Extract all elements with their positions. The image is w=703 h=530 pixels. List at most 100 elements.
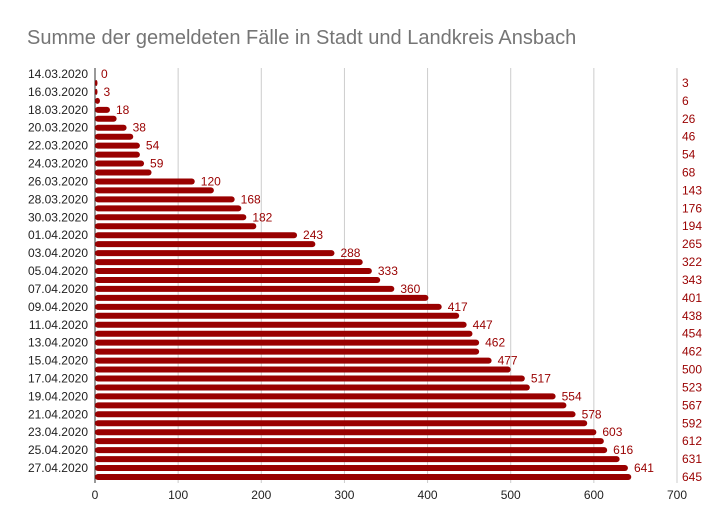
y-tick-label: 05.04.2020: [28, 264, 88, 278]
data-label: 523: [682, 380, 702, 394]
bar: [95, 97, 100, 104]
data-label: 68: [682, 166, 696, 180]
bar: [95, 88, 98, 95]
bar: [95, 474, 632, 480]
data-label: 567: [682, 398, 702, 412]
data-label: 120: [201, 174, 221, 188]
bar: [95, 241, 316, 248]
chart-title: Summe der gemeldeten Fälle in Stadt und …: [27, 27, 577, 49]
data-label: 143: [682, 183, 702, 197]
x-tick-label: 300: [334, 488, 354, 502]
y-tick-label: 11.04.2020: [29, 318, 88, 332]
bar: [95, 178, 195, 185]
y-tick-label: 17.04.2020: [28, 371, 88, 385]
data-label: 54: [146, 139, 160, 153]
data-label: 3: [682, 76, 689, 90]
data-label: 401: [682, 291, 702, 305]
x-tick-label: 200: [251, 488, 271, 502]
bar: [95, 151, 140, 158]
data-label: 322: [682, 255, 702, 269]
data-label: 194: [682, 219, 702, 233]
data-label: 6: [682, 94, 689, 108]
bar: [95, 321, 467, 328]
x-tick-label: 700: [667, 488, 687, 502]
bar: [95, 384, 530, 391]
data-label: 46: [682, 130, 696, 144]
data-label: 612: [682, 434, 702, 448]
data-label: 645: [682, 470, 702, 484]
bar: [95, 268, 372, 275]
bar: [95, 402, 567, 409]
bar: [95, 205, 242, 212]
data-label: 641: [634, 461, 654, 475]
data-label: 343: [682, 273, 702, 287]
bar: [95, 276, 381, 283]
bar: [95, 375, 525, 382]
data-label: 500: [682, 363, 702, 377]
data-label: 417: [448, 300, 468, 314]
y-tick-label: 16.03.2020: [28, 85, 88, 99]
data-label: 462: [485, 336, 505, 350]
data-label: 592: [682, 416, 702, 430]
bar: [95, 411, 576, 418]
bar: [95, 259, 363, 266]
bar: [95, 285, 395, 292]
y-tick-label: 26.03.2020: [28, 174, 88, 188]
y-tick-label: 24.03.2020: [28, 157, 88, 171]
y-tick-label: 07.04.2020: [28, 282, 88, 296]
data-label: 603: [602, 425, 622, 439]
data-label: 59: [150, 157, 164, 171]
y-tick-label: 21.04.2020: [28, 407, 88, 421]
data-label: 168: [241, 192, 261, 206]
bar: [95, 294, 429, 301]
y-tick-label: 14.03.2020: [28, 67, 88, 81]
bar: [95, 196, 235, 203]
bar: [95, 214, 247, 221]
data-label: 0: [101, 67, 108, 81]
y-tick-label: 09.04.2020: [28, 300, 88, 314]
bar: [95, 312, 460, 319]
bar: [95, 232, 298, 239]
bar: [95, 429, 597, 436]
y-tick-label: 01.04.2020: [28, 228, 88, 242]
x-tick-label: 600: [584, 488, 604, 502]
bar: [95, 79, 98, 86]
data-label: 288: [340, 246, 360, 260]
x-tick-label: 400: [418, 488, 438, 502]
data-label: 360: [400, 282, 420, 296]
y-tick-label: 20.03.2020: [28, 121, 88, 135]
data-label: 54: [682, 148, 696, 162]
bar: [95, 348, 480, 355]
bar: [95, 115, 117, 122]
x-tick-label: 500: [501, 488, 521, 502]
bar: [95, 357, 492, 364]
y-tick-label: 27.04.2020: [28, 461, 88, 475]
data-label: 18: [116, 103, 130, 117]
data-label: 454: [682, 327, 702, 341]
data-label: 477: [498, 354, 518, 368]
bar: [95, 393, 556, 400]
data-label: 578: [582, 407, 602, 421]
bar: [95, 250, 335, 257]
bar: [95, 106, 110, 113]
data-label: 176: [682, 201, 702, 215]
data-label: 265: [682, 237, 702, 251]
bar: [95, 330, 473, 337]
y-tick-label: 30.03.2020: [28, 210, 88, 224]
data-label: 333: [378, 264, 398, 278]
data-label: 616: [613, 443, 633, 457]
y-tick-label: 18.03.2020: [28, 103, 88, 117]
x-tick-label: 0: [92, 488, 99, 502]
data-label: 447: [473, 318, 493, 332]
bar: [95, 447, 608, 454]
y-tick-label: 22.03.2020: [28, 139, 88, 153]
bar: [95, 169, 152, 176]
x-tick-label: 100: [168, 488, 188, 502]
data-label: 554: [562, 389, 582, 403]
data-label: 517: [531, 371, 551, 385]
bar: [95, 465, 628, 472]
bar: [95, 420, 588, 427]
y-tick-label: 13.04.2020: [28, 336, 88, 350]
bar: [95, 223, 257, 230]
